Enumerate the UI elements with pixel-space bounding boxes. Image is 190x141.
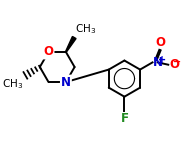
Text: F: F: [120, 112, 128, 125]
Text: O: O: [44, 45, 54, 59]
Polygon shape: [66, 37, 76, 52]
Text: N: N: [61, 76, 71, 89]
Text: O: O: [169, 58, 179, 71]
Text: O: O: [156, 36, 166, 49]
Text: +: +: [158, 55, 166, 65]
Text: −: −: [173, 57, 181, 67]
Text: N: N: [153, 56, 163, 69]
Text: CH$_3$: CH$_3$: [75, 22, 97, 36]
Text: CH$_3$: CH$_3$: [2, 77, 23, 91]
